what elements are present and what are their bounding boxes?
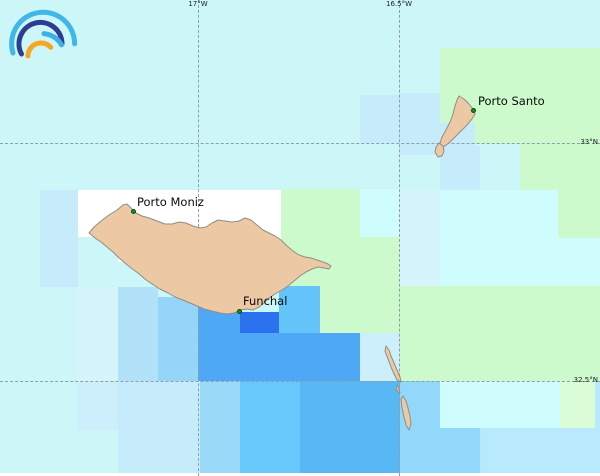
map-cell [78,381,118,430]
map-cell [0,473,600,476]
map-cell [300,381,400,476]
map-cell [480,428,600,476]
map-cell [440,190,558,238]
map-cell [158,297,198,381]
map-cell [440,238,600,287]
gridline [0,143,600,144]
map-cell [40,190,78,287]
map-cell [400,93,440,155]
map-cell [595,381,600,428]
city-label: Porto Santo [478,94,545,108]
map-cell [281,237,399,287]
city-marker [131,209,136,214]
city-marker [471,108,476,113]
logo-orange-arc [25,40,54,59]
map-cell [440,123,475,148]
map-cell [281,189,360,237]
grid-tick-label: 32.5°N [573,376,598,385]
map-cell [558,190,600,238]
city-label: Funchal [243,294,288,308]
map-cell [440,428,480,476]
map-cell [320,286,600,333]
logo-outer-arc [9,9,78,56]
logo-dark-arc [16,19,65,57]
rainbow-logo-icon [9,9,78,59]
grid-tick-label: 17°W [188,0,208,8]
city-label: Porto Moniz [137,195,204,209]
map-cell [200,333,360,381]
map-cell [240,381,300,476]
logo-inner-light-arc [41,31,64,48]
grid-tick-label: 16.5°W [385,0,413,8]
city-marker [237,309,242,314]
map-cell [360,333,400,381]
map-cell [240,312,279,333]
map-cell [200,381,240,476]
map-cell [440,146,480,190]
map-cell [118,237,281,262]
map-cell [399,190,440,287]
map-cell [400,381,440,476]
map-cell [400,333,600,381]
map-cell [78,287,118,381]
grid-tick-label: 33°N [580,138,598,147]
map-cell [520,143,600,190]
map-cell [360,95,400,143]
map-cell [360,189,399,237]
map-cell [560,381,595,428]
map-cell [118,381,200,476]
map-cell [118,287,158,381]
map-cell [440,381,560,428]
